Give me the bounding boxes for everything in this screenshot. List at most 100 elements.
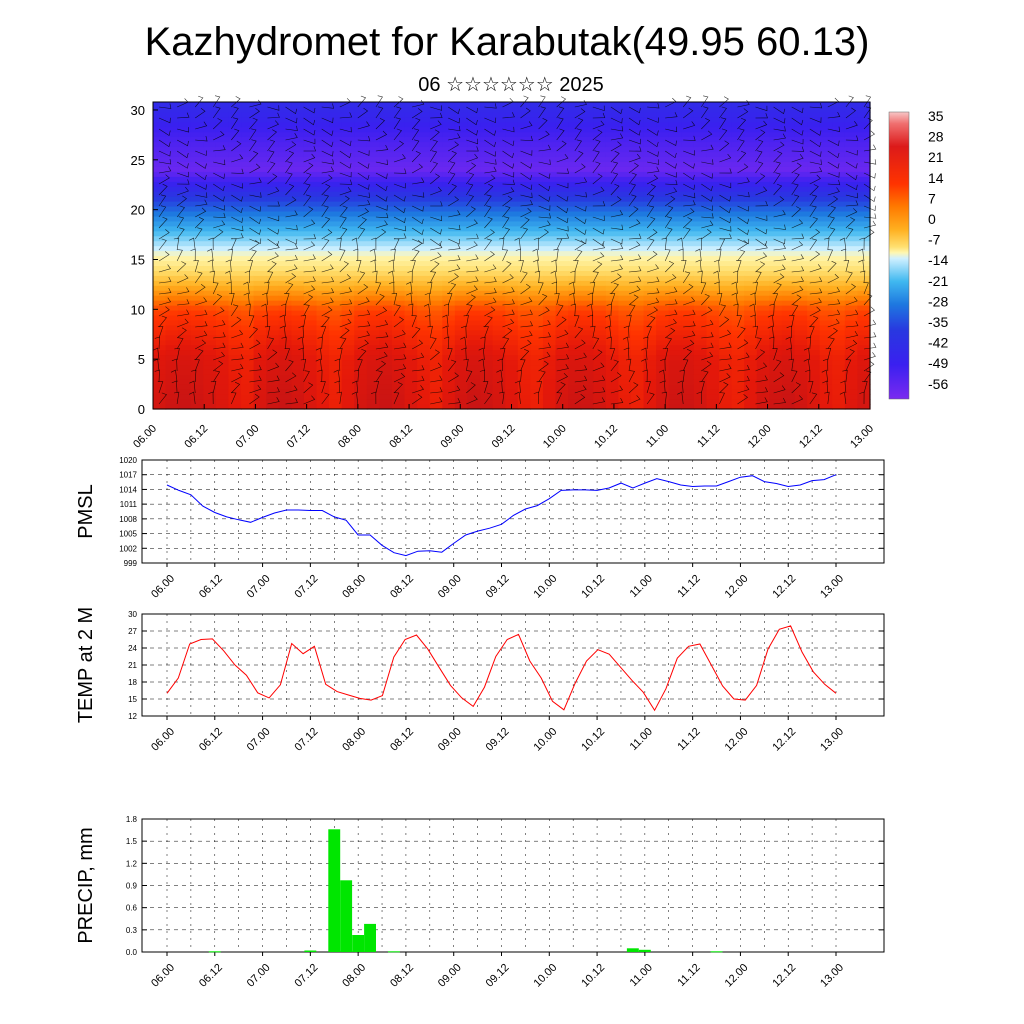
temperature-cell [681,156,695,163]
temperature-cell [605,300,620,306]
wind-barb [664,260,675,273]
temperature-cell [303,201,318,207]
temperature-cell [492,334,506,341]
temperature-cell [807,205,821,212]
temperature-cell [530,156,544,163]
temperature-cell [668,210,682,217]
temperature-cell [568,181,582,187]
temperature-cell [379,275,393,281]
wind-barb [857,248,865,262]
temperature-cell [392,280,406,286]
temperature-cell [631,126,645,133]
temperature-cell [480,156,494,163]
wind-barb [863,220,877,229]
temperature-cell [631,102,645,108]
temperature-cell [568,374,582,380]
wind-barb [321,159,334,165]
temperature-cell [719,260,733,266]
wind-barb [177,309,190,317]
temperature-cell [631,280,645,286]
temperature-cell [505,146,519,153]
temperature-cell [429,141,443,148]
wind-barb [208,237,214,251]
temperature-cell [756,186,770,192]
temperature-cell [555,369,569,375]
temperature-cell [656,245,670,252]
wind-barb [213,205,225,211]
temperature-cell [555,111,569,118]
temperature-cell [392,329,406,336]
temperature-cell [291,121,305,128]
wind-barb [249,108,260,119]
temperature-cell [693,344,708,351]
temperature-cell [253,389,267,395]
temperature-cell [492,300,506,306]
wind-barb [538,194,551,202]
temperature-cell [392,359,406,366]
temperature-cell [215,260,230,266]
temperature-cell [832,344,846,351]
temperature-cell [480,161,494,167]
temperature-cell [203,305,217,311]
temperature-cell [215,225,230,232]
temperature-cell [354,102,368,108]
wind-barb [538,130,550,141]
wind-barb [604,314,612,328]
temperature-cell [832,116,846,123]
wind-barb [628,206,639,218]
wind-barb [231,216,243,224]
wind-barb [701,306,713,317]
temperature-cell [266,290,280,296]
temperature-cell [379,191,393,197]
wind-barb [719,392,725,405]
wind-barb [466,206,476,218]
wind-barb [393,96,404,108]
temperature-cell [215,280,230,286]
temperature-cell [215,166,230,172]
wind-barb [863,159,877,165]
temperature-cell [392,379,406,385]
wind-barb [647,166,660,174]
temperature-cell [417,220,431,227]
temperature-cell [756,280,770,286]
wind-barb [393,354,407,361]
wind-barb [285,150,295,163]
temperature-cell [190,295,204,301]
wind-barb [533,391,539,405]
temperature-cell [631,270,645,276]
temperature-cell [442,225,456,232]
wind-barb [520,121,533,130]
wind-barb [303,117,316,126]
wind-barb [677,380,684,394]
temperature-cell [832,280,846,286]
wind-barb [249,227,261,235]
temperature-cell [794,334,808,341]
temperature-cell [857,339,871,346]
temperature-cell [756,399,770,405]
wind-barb [550,270,557,284]
temperature-cell [719,131,733,138]
x-tick-label: 07.00 [245,573,273,601]
temperature-cell [744,171,758,177]
wind-barb [158,287,172,295]
wind-barb [427,281,433,295]
temperature-cell [844,245,859,252]
temperature-cell [681,240,695,247]
temperature-cell [781,250,796,257]
wind-barb [357,339,369,350]
temperature-cell [794,171,808,177]
temperature-cell [404,280,418,286]
temperature-cell [480,394,494,400]
wind-barb [411,128,420,141]
wind-barb [827,249,834,262]
temperature-cell [668,250,682,257]
temperature-cell [417,102,431,108]
temperature-cell [593,290,607,296]
x-tick-label: 07.00 [245,726,273,754]
wind-barb [737,108,749,119]
temperature-cell [819,290,833,296]
temperature-cell [580,270,594,276]
wind-barb [824,391,830,405]
temperature-cell [241,186,255,192]
temperature-cell [303,389,318,395]
